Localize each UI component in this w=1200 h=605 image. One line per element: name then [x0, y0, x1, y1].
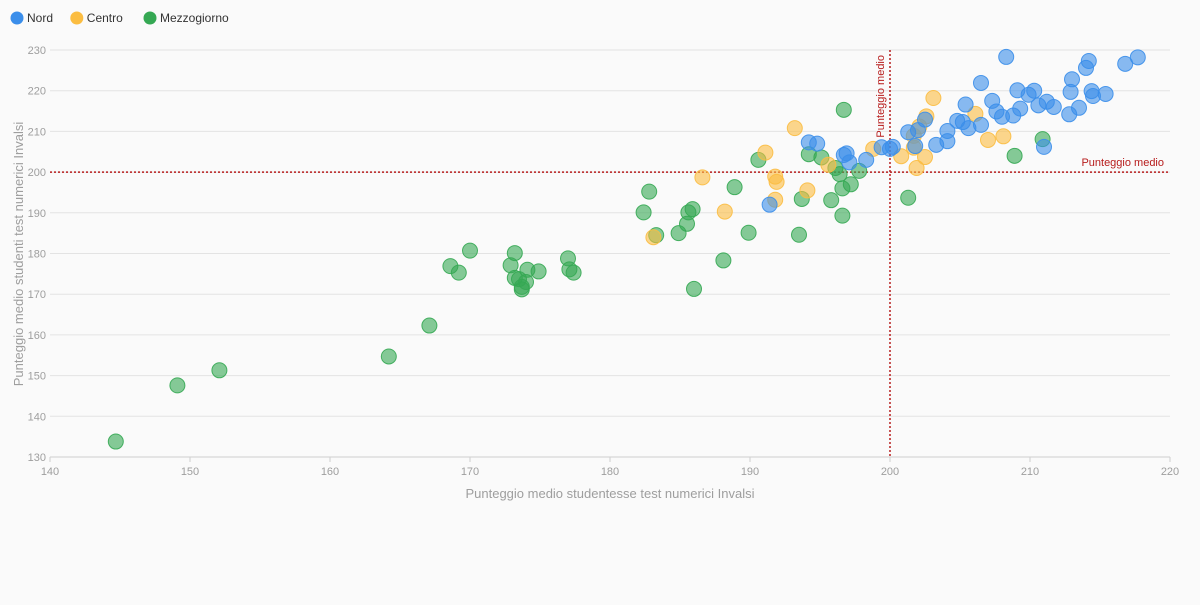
data-point-mezzogiorno[interactable]: [641, 183, 658, 200]
data-point-mezzogiorno[interactable]: [740, 224, 757, 241]
data-point-centro[interactable]: [995, 128, 1012, 145]
x-tick-label: 180: [601, 466, 619, 478]
data-point-mezzogiorno[interactable]: [835, 101, 852, 118]
y-tick-label: 210: [28, 126, 46, 138]
data-point-nord[interactable]: [884, 138, 901, 155]
data-point-nord[interactable]: [761, 196, 778, 213]
reference-label-vertical: Punteggio medio: [875, 55, 887, 138]
data-point-mezzogiorno[interactable]: [791, 226, 807, 243]
y-tick-label: 230: [28, 45, 46, 57]
data-point-mezzogiorno[interactable]: [715, 252, 732, 269]
data-point-centro[interactable]: [645, 229, 662, 246]
data-point-nord[interactable]: [1012, 100, 1029, 117]
data-point-mezzogiorno[interactable]: [211, 362, 228, 379]
data-point-nord[interactable]: [841, 154, 858, 171]
data-point-mezzogiorno[interactable]: [635, 204, 652, 221]
legend-label-nord[interactable]: Nord: [27, 11, 53, 25]
y-tick-label: 160: [28, 330, 46, 342]
data-points: [107, 48, 1146, 450]
data-point-centro[interactable]: [820, 156, 837, 173]
data-point-centro[interactable]: [925, 90, 942, 107]
y-tick-label: 130: [28, 452, 46, 464]
y-tick-label: 150: [28, 371, 46, 383]
data-point-mezzogiorno[interactable]: [107, 433, 124, 450]
data-point-centro[interactable]: [908, 160, 925, 177]
data-point-mezzogiorno[interactable]: [686, 280, 702, 297]
legend-label-mezzogiorno[interactable]: Mezzogiorno: [160, 11, 229, 25]
data-point-mezzogiorno[interactable]: [565, 264, 582, 281]
data-point-mezzogiorno[interactable]: [421, 317, 438, 334]
x-tick-label: 190: [741, 466, 759, 478]
reference-label-horizontal: Punteggio medio: [1081, 157, 1164, 169]
series-nord: [761, 48, 1146, 213]
data-point-centro[interactable]: [799, 182, 816, 199]
data-point-nord[interactable]: [1097, 85, 1114, 102]
data-point-mezzogiorno[interactable]: [726, 179, 743, 196]
y-tick-label: 190: [28, 208, 46, 220]
data-point-nord[interactable]: [1045, 98, 1062, 115]
legend-marker-nord[interactable]: [10, 11, 24, 25]
data-point-centro[interactable]: [716, 203, 733, 220]
grid: 130 140 150 160 170 180 190 200 210 220 230 140 150 1…: [28, 45, 1180, 478]
data-point-nord[interactable]: [1071, 99, 1087, 116]
data-point-mezzogiorno[interactable]: [900, 189, 917, 206]
axes: Punteggio medio studentesse test numeric…: [11, 122, 755, 501]
x-tick-label: 160: [321, 466, 339, 478]
data-point-nord[interactable]: [998, 48, 1015, 65]
data-point-nord[interactable]: [1080, 52, 1097, 69]
data-point-mezzogiorno[interactable]: [684, 201, 701, 218]
reference-lines: Punteggio medio Punteggio medio: [50, 50, 1170, 457]
x-tick-label: 210: [1021, 466, 1039, 478]
x-tick-label: 220: [1161, 466, 1179, 478]
data-point-mezzogiorno[interactable]: [1006, 147, 1023, 164]
data-point-centro[interactable]: [786, 120, 803, 137]
data-point-mezzogiorno[interactable]: [450, 264, 467, 281]
y-tick-label: 220: [28, 86, 46, 98]
y-tick-label: 140: [28, 411, 46, 423]
data-point-nord[interactable]: [1026, 82, 1043, 99]
data-point-nord[interactable]: [973, 74, 989, 91]
data-point-nord[interactable]: [1036, 138, 1052, 155]
data-point-centro[interactable]: [917, 149, 933, 166]
y-axis-title: Punteggio medio studenti test numerici I…: [11, 122, 26, 387]
data-point-mezzogiorno[interactable]: [506, 245, 523, 262]
data-point-mezzogiorno[interactable]: [530, 263, 547, 280]
data-point-mezzogiorno[interactable]: [169, 377, 186, 394]
data-point-nord[interactable]: [973, 116, 989, 133]
x-tick-label: 150: [181, 466, 199, 478]
data-point-nord[interactable]: [957, 96, 974, 113]
x-tick-label: 170: [461, 466, 479, 478]
data-point-nord[interactable]: [1129, 49, 1146, 66]
data-point-mezzogiorno[interactable]: [842, 176, 859, 193]
data-point-centro[interactable]: [757, 144, 774, 161]
data-point-mezzogiorno[interactable]: [823, 192, 840, 209]
x-tick-label: 200: [881, 466, 899, 478]
legend: Nord Centro Mezzogiorno: [10, 11, 229, 25]
legend-marker-centro[interactable]: [70, 11, 84, 25]
data-point-centro[interactable]: [768, 173, 785, 190]
data-point-mezzogiorno[interactable]: [834, 207, 851, 224]
y-tick-label: 170: [28, 289, 46, 301]
x-tick-label: 140: [41, 466, 59, 478]
data-point-nord[interactable]: [1064, 71, 1080, 88]
legend-label-centro[interactable]: Centro: [87, 11, 123, 25]
data-point-centro[interactable]: [694, 169, 711, 186]
x-axis-title: Punteggio medio studentesse test numeric…: [465, 486, 754, 501]
data-point-nord[interactable]: [907, 138, 924, 155]
data-point-centro[interactable]: [980, 131, 996, 148]
y-tick-label: 200: [28, 167, 46, 179]
data-point-nord[interactable]: [939, 122, 956, 139]
data-point-mezzogiorno[interactable]: [462, 242, 478, 259]
data-point-nord[interactable]: [809, 135, 826, 152]
data-point-nord[interactable]: [1117, 55, 1134, 72]
legend-marker-mezzogiorno[interactable]: [143, 11, 157, 25]
data-point-nord[interactable]: [917, 111, 933, 128]
y-tick-label: 180: [28, 249, 46, 261]
data-point-nord[interactable]: [858, 151, 875, 168]
data-point-mezzogiorno[interactable]: [380, 348, 397, 365]
